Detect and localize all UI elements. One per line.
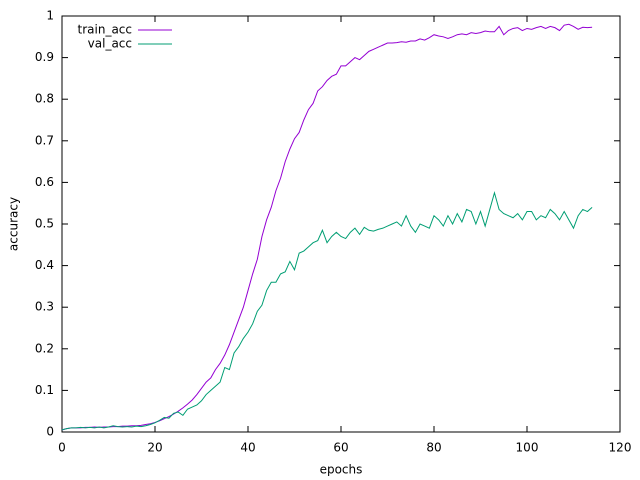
y-tick-label: 0.2 [35, 341, 54, 355]
x-tick-label: 60 [333, 441, 348, 455]
series-line [61, 23, 593, 431]
y-tick-label: 0.9 [35, 50, 54, 64]
x-axis-label: epochs [320, 463, 363, 477]
x-tick-label: 80 [426, 441, 441, 455]
plot-border [61, 15, 621, 433]
y-axis-label: accuracy [7, 197, 21, 251]
legend-label: train_acc [78, 23, 132, 37]
x-tick-label: 100 [516, 441, 539, 455]
x-tick-label: 40 [240, 441, 255, 455]
y-tick-label: 0.7 [35, 133, 54, 147]
legend-label: val_acc [88, 37, 132, 51]
y-tick-label: 0.6 [35, 175, 54, 189]
y-tick-label: 0.5 [35, 217, 54, 231]
y-tick-label: 0.4 [35, 258, 54, 272]
series-line [61, 190, 593, 431]
y-tick-label: 0.1 [35, 383, 54, 397]
y-tick-label: 0.8 [35, 92, 54, 106]
y-tick-label: 1 [46, 9, 54, 23]
x-tick-label: 20 [147, 441, 162, 455]
x-tick-label: 120 [609, 441, 632, 455]
y-tick-label: 0 [46, 425, 54, 439]
y-tick-label: 0.3 [35, 300, 54, 314]
x-tick-label: 0 [58, 441, 66, 455]
